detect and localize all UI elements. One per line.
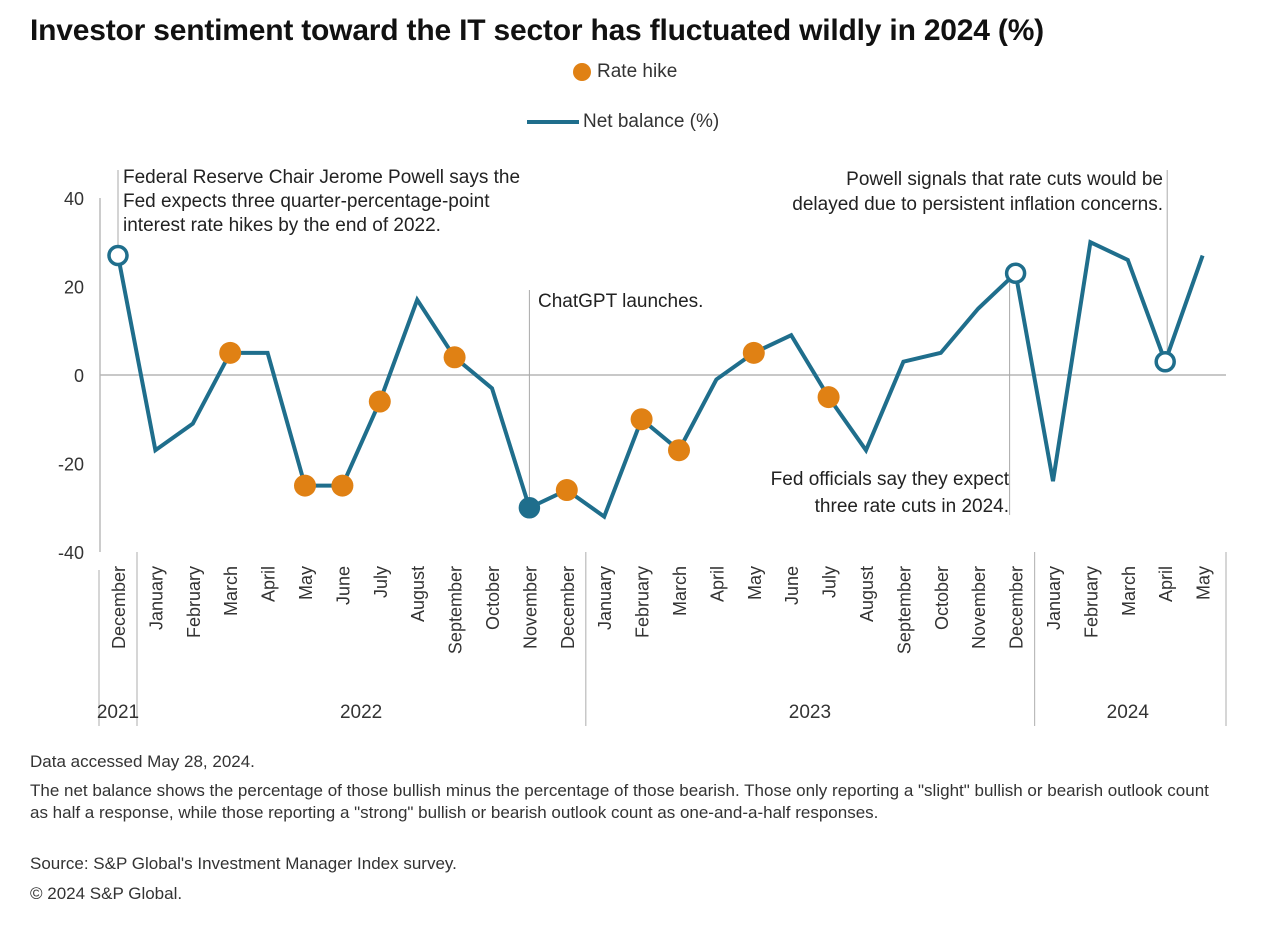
net-balance-line-icon [527,120,579,124]
x-tick-label: February [184,566,204,638]
x-tick-label: February [1081,566,1101,638]
methodology-note: The net balance shows the percentage of … [30,781,1209,822]
x-tick-label: March [221,566,241,616]
x-tick-label: June [333,566,353,605]
legend-rate-hike: Rate hike [573,61,677,83]
y-tick-label: 20 [64,278,84,298]
x-tick-label: April [1156,566,1176,602]
rate-hike-point [294,474,316,497]
annotation-text: Powell signals that rate cuts would be [846,169,1163,190]
x-tick-label: November [520,566,540,649]
rate-hike-point [368,390,391,413]
annotation-text: Federal Reserve Chair Jerome Powell says… [123,167,520,188]
chart-title: Investor sentiment toward the IT sector … [30,14,1044,47]
legend-rate-hike-label: Rate hike [597,61,678,82]
rate-hike-point [742,341,765,364]
event-point [1004,262,1027,284]
annotation-text: interest rate hikes by the end of 2022. [123,215,441,236]
x-tick-label: September [446,566,466,654]
legend-net-balance-label: Net balance (%) [583,111,720,132]
x-tick-label: December [558,566,578,649]
x-tick-label: January [1044,566,1064,630]
rate-hike-point [331,474,354,497]
x-tick-label: September [894,566,914,654]
x-tick-label: April [707,566,727,602]
annotation-text: ChatGPT launches. [538,291,703,312]
source-note: Source: S&P Global's Investment Manager … [30,854,457,873]
x-tick-label: October [483,566,503,630]
annotation-text: delayed due to persistent inflation conc… [792,194,1163,215]
x-tick-label: December [1007,566,1027,649]
rate-hike-point [630,408,653,431]
x-tick-label: March [1119,566,1139,616]
net-balance-line [116,239,1205,520]
rate-hike-point [219,341,242,364]
x-tick-label: May [296,566,316,600]
x-tick-label: January [146,566,166,630]
x-tick-label: October [932,566,952,630]
x-tick-label: April [259,566,279,602]
line-chart: 40 20 0 -20 -40 Federal Reserve Chair Jerome … [58,167,1227,726]
annotation-text: Fed expects three quarter-percentage-poi… [123,191,490,212]
year-label: 2022 [340,702,382,723]
x-tick-label: December [109,566,129,649]
year-label: 2023 [789,702,831,723]
rate-hike-point [817,386,840,409]
rate-hike-point [555,479,578,502]
x-tick-label: July [820,566,840,598]
copyright-note: © 2024 S&P Global. [30,884,183,903]
x-tick-label: March [670,566,690,616]
x-tick-label: August [408,566,428,622]
legend-net-balance: Net balance (%) [527,111,719,133]
x-tick-label: May [1194,566,1214,600]
x-tick-label: June [782,566,802,605]
data-accessed-note: Data accessed May 28, 2024. [30,752,255,771]
x-tick-label: November [969,566,989,649]
x-tick-label: May [745,566,765,600]
y-tick-label: -40 [58,543,84,563]
annotation-text: three rate cuts in 2024. [815,496,1009,517]
event-point [107,244,129,267]
y-tick-label: 0 [74,366,84,386]
y-tick-label: -20 [58,455,84,475]
x-tick-label: July [371,566,391,598]
rate-hike-point [668,439,690,462]
event-point [518,497,541,519]
annotation-text: Fed officials say they expect [771,469,1010,490]
rate-hike-marker-icon [573,63,591,81]
rate-hike-point [443,346,466,369]
year-label: 2024 [1107,702,1150,723]
x-tick-label: February [633,566,653,638]
y-tick-label: 40 [64,189,84,209]
x-tick-label: January [595,566,615,630]
event-point [1154,350,1176,373]
x-tick-label: August [857,566,877,622]
year-label: 2021 [97,702,139,723]
